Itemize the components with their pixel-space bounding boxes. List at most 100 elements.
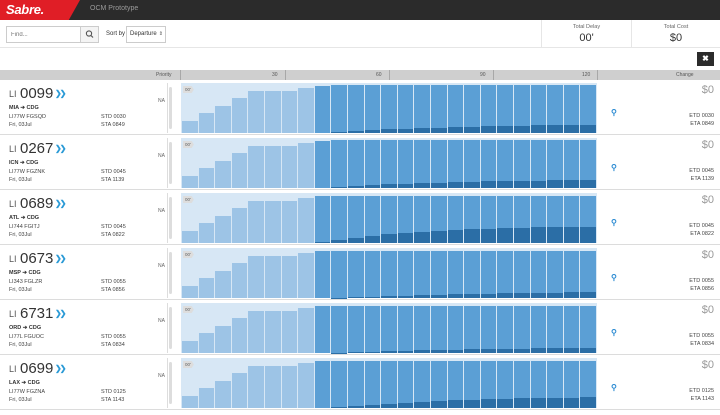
chart-bar-mid[interactable] [480,360,497,399]
chart-bar-light[interactable] [248,365,264,408]
chart-bar-mid[interactable] [447,84,464,127]
chart-bar-mid[interactable] [364,250,381,297]
chart-bar-dark[interactable] [364,351,381,353]
chart-bar-light[interactable] [265,255,281,276]
chart-bar-mid[interactable] [414,360,430,402]
chart-bar-mid[interactable] [530,305,547,348]
chart-bar-mid[interactable] [265,165,281,188]
chart-bar-dark[interactable] [580,179,596,188]
chart-bar-mid[interactable] [530,250,547,293]
chart-bar-mid[interactable] [381,140,397,184]
chart-bar-mid[interactable] [580,305,596,348]
search-input[interactable] [6,26,80,43]
chart-bar-mid[interactable] [464,360,480,400]
chart-bar-mid[interactable] [514,305,530,349]
chart-bar-light[interactable] [281,255,298,281]
chart-bar-mid[interactable] [447,195,464,230]
chart-bar-mid[interactable] [348,305,364,352]
chart-bar-dark[interactable] [348,405,364,408]
chart-bar-light[interactable] [248,145,264,188]
chart-bar-dark[interactable] [580,292,596,298]
chart-bar-light[interactable] [281,310,298,336]
chart-bar-mid[interactable] [530,140,547,181]
chart-bar-light[interactable] [182,395,198,408]
chart-bar-dark[interactable] [348,297,364,298]
chart-bar-mid[interactable] [298,118,314,133]
chart-bar-dark[interactable] [364,235,381,243]
chart-bar-mid[interactable] [447,360,464,400]
chart-bar-mid[interactable] [414,250,430,295]
flight-info-panel[interactable]: LI 0267 ❯❯ ICN ➔ CDG LI77W FGZNK Fri, 03Jul ST… [2,138,168,188]
chart-bar-mid[interactable] [530,84,547,125]
chart-bar-dark[interactable] [414,350,430,353]
chart-bar-dark[interactable] [514,348,530,353]
chart-bar-light[interactable] [215,380,231,408]
magnifier-icon[interactable]: ⚲ [611,218,617,227]
chart-bar-dark[interactable] [348,131,364,133]
chart-bar-dark[interactable] [497,348,513,353]
chart-bar-mid[interactable] [431,305,447,350]
flight-info-panel[interactable]: LI 6731 ❯❯ ORD ➔ CDG LI77L FGUOC Fri, 03Jul ST… [2,303,168,353]
chart-bar-mid[interactable] [281,170,298,188]
chart-bar-mid[interactable] [381,305,397,351]
chart-bar-mid[interactable] [364,84,381,130]
flight-row[interactable]: LI 0099 ❯❯ MIA ➔ CDG LI77W FGSQD Fri, 03Jul ST… [0,81,720,135]
chart-bar-mid[interactable] [514,360,530,398]
chart-bar-mid[interactable] [431,140,447,183]
chart-bar-mid[interactable] [563,250,580,292]
chart-bar-dark[interactable] [331,132,347,133]
row-scrollbar[interactable] [169,87,172,129]
chart-bar-light[interactable] [198,278,215,298]
chart-bar-dark[interactable] [563,397,580,408]
chart-bar-mid[interactable] [298,393,314,408]
chart-bar-dark[interactable] [414,401,430,408]
double-chevron-icon[interactable]: ❯❯ [55,199,66,208]
chart-bar-dark[interactable] [348,352,364,353]
delay-marker[interactable]: 00' [183,251,194,258]
chart-bar-mid[interactable] [563,360,580,398]
chart-bar-mid[interactable] [530,360,547,398]
chart-bar-dark[interactable] [381,184,397,188]
chart-bar-mid[interactable] [514,84,530,126]
chart-bar-dark[interactable] [331,239,347,243]
chart-bar-dark[interactable] [447,127,464,133]
double-chevron-icon[interactable]: ❯❯ [55,364,66,373]
sabre-logo[interactable]: Sabre. [0,0,80,20]
chart-bar-dark[interactable] [431,294,447,298]
chart-bar-dark[interactable] [464,293,480,298]
double-chevron-icon[interactable]: ❯❯ [55,89,66,98]
chart-bar-mid[interactable] [314,85,331,133]
chart-bar-light[interactable] [215,270,231,298]
chart-bar-dark[interactable] [563,347,580,353]
chart-bar-dark[interactable] [480,293,497,298]
row-scrollbar[interactable] [169,362,172,404]
chart-bar-mid[interactable] [281,335,298,353]
chart-bar-mid[interactable] [563,84,580,125]
chart-bar-dark[interactable] [381,234,397,243]
chart-bar-light[interactable] [265,90,281,111]
delay-cost-chart[interactable]: 00' [181,248,597,298]
chart-bar-mid[interactable] [514,195,530,228]
chart-bar-light[interactable] [265,145,281,166]
chart-bar-light[interactable] [198,223,215,243]
chart-bar-mid[interactable] [265,275,281,298]
chart-bar-mid[interactable] [381,250,397,296]
chart-bar-dark[interactable] [364,130,381,133]
chart-bar-mid[interactable] [397,250,414,296]
chart-bar-light[interactable] [298,363,314,393]
magnifier-icon[interactable]: ⚲ [611,108,617,117]
chart-bar-mid[interactable] [364,305,381,352]
chart-bar-light[interactable] [231,98,248,133]
chart-bar-mid[interactable] [447,305,464,350]
chart-bar-mid[interactable] [414,140,430,183]
chart-bar-dark[interactable] [530,125,547,133]
chart-bar-light[interactable] [248,310,264,353]
chart-bar-dark[interactable] [431,230,447,243]
chart-bar-dark[interactable] [414,231,430,243]
chart-bar-mid[interactable] [414,84,430,128]
chart-bar-mid[interactable] [547,360,563,398]
double-chevron-icon[interactable]: ❯❯ [55,309,66,318]
delay-cost-chart[interactable]: 00' [181,193,597,243]
chart-bar-mid[interactable] [381,195,397,234]
chart-bar-dark[interactable] [480,349,497,353]
